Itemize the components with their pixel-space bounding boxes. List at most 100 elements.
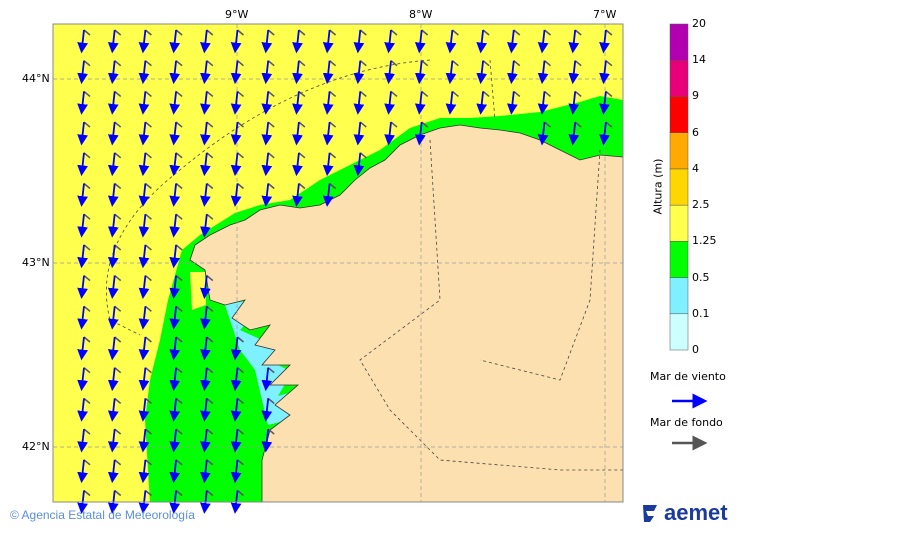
swell-arrow: [175, 152, 183, 159]
swell-arrow: [359, 121, 367, 128]
wind-sea-arrow: [169, 429, 181, 453]
wind-sea-arrow: [261, 91, 273, 115]
wave-arrow: [384, 121, 398, 146]
swell-arrow: [329, 152, 337, 159]
swell-arrow: [114, 121, 122, 128]
wind-sea-arrow: [261, 398, 273, 422]
wind-sea-arrow: [230, 459, 242, 484]
colorbar-band: [669, 132, 689, 170]
wind-sea-arrow: [169, 91, 181, 115]
wave-arrow: [384, 60, 398, 85]
swell-arrow: [329, 182, 337, 190]
swell-arrow: [144, 489, 152, 497]
wind-sea-arrow: [169, 275, 181, 299]
colorbar-level-label: 4: [692, 161, 699, 175]
wind-sea-arrow: [476, 60, 488, 85]
wind-sea-arrow: [230, 183, 242, 207]
wind-sea-arrow: [107, 306, 119, 330]
wind-sea-arrow: [138, 122, 150, 146]
swell-arrow: [390, 121, 398, 128]
wave-arrow: [200, 213, 214, 238]
wave-arrow: [77, 428, 91, 453]
wave-arrow: [261, 152, 275, 177]
wave-arrow: [138, 90, 152, 115]
swell-arrow: [114, 29, 122, 36]
wave-arrow: [77, 213, 91, 238]
swell-arrow: [267, 29, 275, 36]
swell-arrow: [267, 367, 275, 374]
wave-arrow: [507, 29, 521, 54]
wind-sea-arrow: [384, 91, 395, 115]
wind-sea-arrow: [138, 429, 150, 453]
swell-arrow: [144, 213, 152, 220]
aemet-logo: aemet: [640, 500, 728, 526]
wind-sea-arrow: [599, 60, 610, 85]
swell-arrow: [114, 213, 122, 220]
wind-sea-arrow: [476, 91, 488, 115]
swell-arrow: [206, 428, 214, 435]
wind-sea-arrow: [445, 91, 457, 115]
wind-sea-arrow: [107, 152, 119, 177]
colorbar: [669, 23, 689, 351]
swell-arrow: [114, 428, 122, 435]
wave-arrow: [261, 121, 275, 146]
wind-sea-arrow: [200, 398, 211, 422]
swell-arrow: [83, 90, 91, 97]
wind-sea-arrow: [169, 306, 181, 330]
swell-arrow: [482, 60, 490, 67]
wave-arrow: [138, 182, 152, 207]
wave-arrow: [169, 397, 183, 422]
swell-arrow: [206, 275, 214, 282]
wind-sea-arrow: [169, 367, 181, 392]
wind-sea-arrow: [261, 183, 273, 207]
wind-sea-arrow: [107, 429, 119, 453]
wave-arrow: [77, 90, 91, 115]
lon-label: 7°W: [593, 8, 617, 21]
swell-arrow: [114, 489, 122, 497]
wave-arrow: [261, 182, 275, 207]
swell-arrow: [144, 90, 152, 97]
wave-arrow: [169, 428, 183, 453]
swell-arrow: [267, 121, 275, 128]
wind-sea-arrow: [169, 29, 181, 54]
swell-arrow: [298, 182, 306, 190]
swell-arrow: [359, 29, 367, 36]
wind-sea-arrow: [138, 60, 150, 85]
wind-sea-arrow: [200, 336, 211, 361]
colorbar-band: [669, 23, 689, 61]
wave-arrow: [476, 60, 490, 85]
swell-arrow: [175, 367, 183, 374]
wind-sea-arrow: [107, 122, 119, 146]
wave-arrow: [107, 90, 122, 115]
swell-arrow: [114, 336, 122, 343]
wind-sea-arrow: [230, 91, 242, 115]
wind-sea-arrow: [353, 91, 365, 115]
wind-sea-arrow: [353, 60, 365, 85]
arrow-field: [77, 29, 613, 514]
wind-sea-arrow: [507, 60, 518, 85]
swell-arrow: [206, 152, 214, 159]
swell-arrow: [237, 90, 244, 97]
wind-sea-arrow: [138, 398, 150, 422]
wave-arrow: [138, 459, 152, 484]
swell-arrow: [83, 275, 91, 282]
wind-sea-arrow: [353, 29, 365, 54]
wind-sea-arrow: [353, 152, 365, 177]
wind-sea-arrow: [230, 152, 242, 177]
wave-arrow: [353, 90, 367, 115]
swell-arrow: [114, 305, 122, 312]
colorbar-level-label: 0.5: [692, 270, 710, 284]
swell-arrow: [451, 29, 459, 36]
sea-yellow-patch: [190, 272, 206, 310]
swell-arrow: [544, 90, 551, 97]
wave-arrow: [292, 152, 306, 177]
swell-arrow: [544, 29, 551, 36]
wind-sea-arrow: [200, 29, 211, 54]
wind-sea-arrow: [77, 122, 88, 146]
wave-arrow: [414, 121, 429, 146]
wind-sea-arrow: [537, 60, 549, 85]
swell-arrow: [114, 152, 122, 159]
swell-arrow: [175, 459, 183, 466]
swell-arrow: [144, 336, 152, 343]
